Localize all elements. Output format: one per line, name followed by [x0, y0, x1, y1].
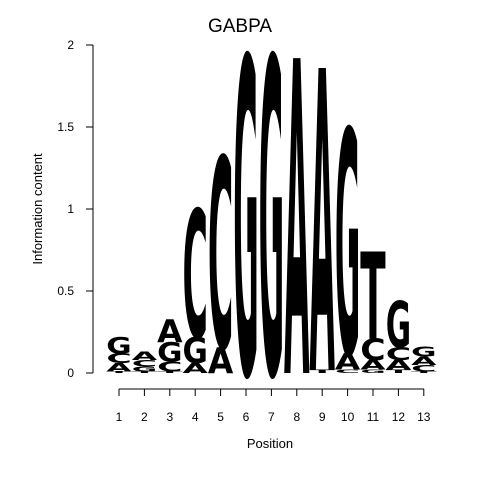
logo-letter-g: G	[411, 344, 436, 360]
x-tick-label: 4	[192, 410, 199, 424]
x-tick-label: 1	[116, 410, 123, 424]
logo-letter-c: C	[386, 343, 411, 365]
logo-letter-a: A	[310, 0, 336, 468]
x-tick-label: 13	[417, 410, 431, 424]
x-tick-label: 8	[293, 410, 300, 424]
logo-letter-c: C	[411, 363, 436, 373]
logo-letter-a: A	[157, 312, 183, 349]
logo-letter-g: G	[132, 365, 157, 373]
logo-letter-c: C	[132, 358, 157, 368]
x-axis: 1 2 3 4 5 6 7 8 9 10 11 12 13	[116, 388, 431, 424]
y-axis-label: Information content	[30, 153, 45, 265]
logo-letter-a: A	[208, 341, 234, 383]
x-tick-label: 11	[367, 410, 380, 424]
logo-letter-g: G	[233, 0, 258, 476]
y-tick-label: 2	[67, 38, 74, 52]
logo-letter-t: T	[411, 371, 436, 374]
logo-letter-t: T	[360, 228, 385, 367]
x-tick-label: 6	[243, 410, 250, 424]
x-axis-label: Position	[247, 436, 293, 451]
logo-letter-a: A	[182, 361, 208, 377]
logo-letter-a: A	[360, 357, 386, 373]
logo-letter-c: C	[183, 175, 208, 379]
logo-letter-g: G	[157, 336, 182, 368]
y-tick-label: 0	[67, 366, 74, 380]
logo-letter-t: T	[132, 371, 157, 374]
logo-letter-c: C	[157, 360, 182, 375]
logo-letter-t: T	[386, 369, 411, 374]
logo-letter-a: A	[284, 0, 310, 476]
logo-letter-g: G	[360, 369, 385, 374]
logo-letter-t: T	[310, 369, 335, 374]
y-tick-label: 0.5	[57, 284, 74, 298]
x-tick-label: 7	[268, 410, 275, 424]
x-tick-label: 3	[166, 410, 173, 424]
logo-letter-a: A	[106, 361, 131, 374]
x-tick-label: 2	[141, 410, 148, 424]
logo-letter-g: G	[335, 68, 360, 427]
x-tick-label: 5	[217, 410, 224, 424]
logo-letter-t: T	[157, 371, 182, 374]
y-axis: 0 0.5 1 1.5 2	[57, 38, 94, 380]
x-tick-label: 12	[392, 410, 406, 424]
logo-letter-a: A	[335, 349, 361, 375]
logo-letter-t: T	[106, 371, 131, 374]
x-tick-label: 9	[319, 410, 326, 424]
logo-letter-c: C	[208, 104, 233, 408]
logo-letter-a: A	[411, 354, 436, 367]
logo-letter-c: C	[360, 332, 385, 367]
logo-letter-g: G	[106, 333, 131, 359]
logo-letter-g: G	[386, 288, 411, 362]
logo-letter-a: A	[132, 349, 157, 362]
y-tick-label: 1.5	[57, 120, 74, 134]
logo-letter-c: C	[106, 351, 131, 366]
y-tick-label: 1	[67, 202, 74, 216]
logo-letter-a: A	[386, 357, 412, 373]
logo-letter-c: C	[335, 369, 360, 374]
x-tick-label: 10	[341, 410, 355, 424]
logo-letter-g: G	[259, 0, 284, 476]
logo-letter-g: G	[183, 330, 208, 372]
chart-title: GABPA	[208, 16, 272, 37]
